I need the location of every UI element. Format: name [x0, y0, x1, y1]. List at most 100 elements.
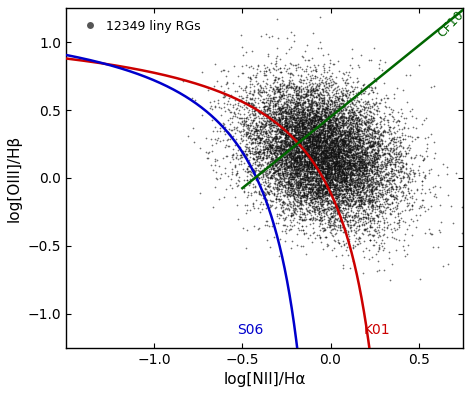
Point	[284, 169, 292, 175]
Point	[249, 166, 256, 172]
Point	[370, 155, 377, 162]
Point	[376, 153, 384, 159]
Point	[326, 169, 333, 175]
Point	[342, 191, 349, 198]
Point	[300, 210, 307, 216]
Point	[298, 104, 306, 110]
Point	[313, 101, 320, 107]
Point	[270, 172, 278, 178]
Point	[295, 85, 302, 91]
Point	[339, 150, 347, 156]
Point	[308, 173, 315, 180]
Point	[317, 143, 325, 149]
Point	[332, 137, 340, 143]
Point	[364, 140, 372, 146]
Point	[253, 126, 261, 133]
Point	[344, 170, 351, 176]
Point	[353, 105, 361, 111]
Point	[352, 204, 359, 210]
Point	[325, 217, 332, 223]
Point	[350, 164, 358, 170]
Point	[352, 160, 359, 166]
Point	[307, 121, 315, 127]
Point	[295, 175, 302, 181]
Point	[328, 100, 336, 106]
Point	[281, 158, 289, 164]
Point	[322, 137, 329, 143]
Point	[345, 177, 353, 183]
Point	[338, 132, 346, 138]
Point	[267, 122, 274, 128]
Point	[278, 115, 286, 121]
Point	[317, 149, 324, 155]
Point	[365, 204, 372, 210]
Point	[252, 106, 259, 113]
Point	[332, 107, 340, 113]
Point	[314, 176, 321, 182]
Point	[245, 89, 252, 96]
Point	[344, 140, 351, 147]
Point	[304, 134, 311, 140]
Point	[365, 139, 373, 145]
Point	[290, 179, 297, 185]
Point	[286, 150, 293, 156]
Point	[335, 142, 342, 148]
Point	[250, 125, 257, 131]
Point	[328, 179, 336, 186]
Point	[369, 203, 377, 209]
Point	[269, 166, 276, 172]
Point	[305, 216, 312, 222]
Point	[287, 182, 295, 188]
Point	[344, 186, 351, 192]
Point	[301, 183, 308, 189]
Point	[262, 68, 269, 74]
Point	[292, 157, 299, 164]
Point	[312, 142, 319, 149]
Point	[388, 156, 396, 162]
Point	[346, 164, 354, 171]
Point	[273, 144, 281, 150]
Point	[358, 117, 365, 123]
Point	[351, 95, 359, 101]
Point	[310, 126, 317, 132]
Point	[310, 99, 317, 106]
Point	[395, 154, 402, 160]
Point	[340, 120, 347, 126]
Point	[281, 215, 289, 221]
Point	[295, 191, 302, 198]
Point	[315, 142, 322, 148]
Point	[236, 115, 244, 121]
Point	[348, 116, 356, 122]
Point	[367, 143, 374, 149]
Point	[306, 128, 313, 134]
Point	[387, 177, 394, 183]
Point	[323, 197, 330, 204]
Point	[334, 133, 342, 139]
Point	[275, 117, 283, 123]
Point	[386, 206, 394, 212]
Point	[246, 96, 254, 102]
Point	[263, 197, 270, 203]
Point	[318, 156, 326, 162]
Point	[246, 179, 254, 186]
Point	[349, 140, 357, 147]
Point	[319, 130, 327, 137]
Point	[316, 163, 323, 169]
Point	[313, 143, 320, 150]
Point	[318, 86, 326, 92]
Point	[244, 152, 251, 158]
Point	[376, 194, 384, 200]
Point	[184, 133, 191, 139]
Point	[323, 133, 330, 139]
Point	[320, 182, 328, 188]
Point	[360, 183, 367, 189]
Point	[341, 138, 349, 144]
Point	[321, 154, 329, 160]
Point	[321, 109, 328, 115]
Point	[397, 159, 404, 165]
Point	[268, 164, 276, 170]
Point	[298, 176, 306, 182]
Point	[292, 206, 300, 213]
Point	[331, 122, 338, 128]
Point	[309, 208, 316, 214]
